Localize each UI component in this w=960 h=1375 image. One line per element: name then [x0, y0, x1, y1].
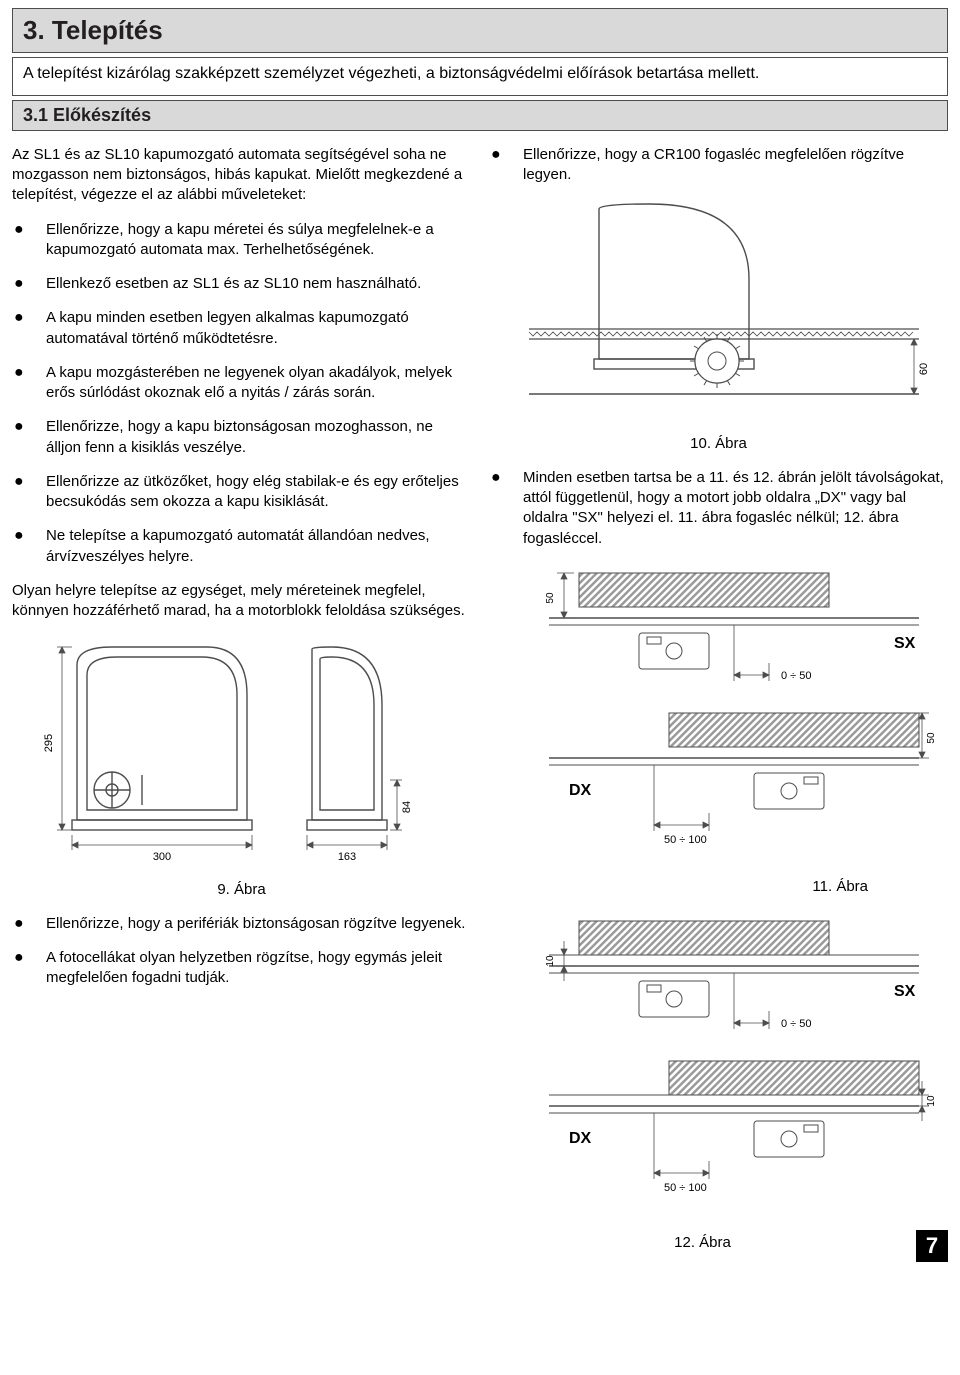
- bullet-3: ● A kapu minden esetben legyen alkalmas …: [12, 308, 471, 349]
- bullet-dot: ●: [489, 468, 523, 549]
- fig12-zero: 0 ÷ 50: [781, 1018, 812, 1030]
- left-p1: Az SL1 és az SL10 kapumozgató automata s…: [12, 145, 471, 206]
- right-column: ● Ellenőrizze, hogy a CR100 fogasléc meg…: [489, 145, 948, 1262]
- figure-10: 60: [489, 199, 948, 425]
- sx-label: SX: [894, 635, 916, 652]
- bullet-dot: ●: [12, 526, 46, 567]
- bullet-dot: ●: [12, 274, 46, 294]
- bullet-text: Ellenkező esetben az SL1 és az SL10 nem …: [46, 274, 471, 294]
- fig12-bottom: 50 ÷ 100: [664, 1182, 707, 1194]
- bullet-dot: ●: [12, 914, 46, 934]
- fig10-label: 10. Ábra: [489, 434, 948, 454]
- sx-label-2: SX: [894, 983, 916, 1000]
- bullet-dot: ●: [12, 220, 46, 261]
- bullet-text: Ellenőrizze, hogy a perifériák biztonság…: [46, 914, 471, 934]
- bullet-text: A kapu minden esetben legyen alkalmas ka…: [46, 308, 471, 349]
- fig11-zero: 0 ÷ 50: [781, 670, 812, 682]
- bullet-text: A fotocellákat olyan helyzetben rögzítse…: [46, 948, 471, 989]
- bullet-r1: ● Ellenőrizze, hogy a CR100 fogasléc meg…: [489, 145, 948, 186]
- fig9-side-h: 84: [401, 801, 413, 813]
- section-header: 3. Telepítés: [12, 8, 948, 53]
- fig9-side-w: 163: [337, 851, 355, 863]
- fig12-dim10a: 10: [545, 955, 556, 967]
- bullet-text: Ellenőrizze az ütközőket, hogy elég stab…: [46, 472, 471, 513]
- bullet-dot: ●: [12, 417, 46, 458]
- left-column: Az SL1 és az SL10 kapumozgató automata s…: [12, 145, 471, 1262]
- bullet-dot: ●: [489, 145, 523, 186]
- bullet-7: ● Ne telepítse a kapumozgató automatát á…: [12, 526, 471, 567]
- fig12-dim10b: 10: [926, 1095, 937, 1107]
- left-p2: Olyan helyre telepítse az egységet, mely…: [12, 581, 471, 622]
- bullet-8: ● Ellenőrizze, hogy a perifériák biztons…: [12, 914, 471, 934]
- dx-label-2: DX: [569, 1130, 592, 1147]
- figure-11: SX 50: [489, 563, 948, 869]
- fig11-dim50b: 50: [926, 732, 937, 744]
- fig10-dim: 60: [918, 363, 930, 375]
- page-number: 7: [916, 1230, 948, 1262]
- fig11-dim50a: 50: [545, 592, 556, 604]
- fig9-label: 9. Ábra: [12, 880, 471, 900]
- content-columns: Az SL1 és az SL10 kapumozgató automata s…: [12, 145, 948, 1262]
- fig9-height: 295: [43, 734, 55, 752]
- bullet-text: Ellenőrizze, hogy a kapu biztonságosan m…: [46, 417, 471, 458]
- fig12-label: 12. Ábra: [489, 1233, 916, 1253]
- bullet-5: ● Ellenőrizze, hogy a kapu biztonságosan…: [12, 417, 471, 458]
- bullet-dot: ●: [12, 948, 46, 989]
- sub-header: 3.1 Előkészítés: [12, 100, 948, 131]
- bullet-9: ● A fotocellákat olyan helyzetben rögzít…: [12, 948, 471, 989]
- fig9-width: 300: [152, 851, 170, 863]
- fig11-bottom: 50 ÷ 100: [664, 834, 707, 846]
- bullet-1: ● Ellenőrizze, hogy a kapu méretei és sú…: [12, 220, 471, 261]
- fig11-label: 11. Ábra: [489, 877, 948, 897]
- bullet-text: Minden esetben tartsa be a 11. és 12. áb…: [523, 468, 948, 549]
- dx-label: DX: [569, 782, 592, 799]
- bullet-text: Ellenőrizze, hogy a CR100 fogasléc megfe…: [523, 145, 948, 186]
- bullet-dot: ●: [12, 363, 46, 404]
- intro-box: A telepítést kizárólag szakképzett szemé…: [12, 57, 948, 96]
- bullet-text: A kapu mozgásterében ne legyenek olyan a…: [46, 363, 471, 404]
- bullet-dot: ●: [12, 308, 46, 349]
- bullet-text: Ellenőrizze, hogy a kapu méretei és súly…: [46, 220, 471, 261]
- bullet-6: ● Ellenőrizze az ütközőket, hogy elég st…: [12, 472, 471, 513]
- bullet-text: Ne telepítse a kapumozgató automatát áll…: [46, 526, 471, 567]
- bullet-2: ● Ellenkező esetben az SL1 és az SL10 ne…: [12, 274, 471, 294]
- figure-12: SX 10: [489, 911, 948, 1217]
- bullet-dot: ●: [12, 472, 46, 513]
- bullet-r2: ● Minden esetben tartsa be a 11. és 12. …: [489, 468, 948, 549]
- figure-9: 295 300: [12, 635, 471, 871]
- bullet-4: ● A kapu mozgásterében ne legyenek olyan…: [12, 363, 471, 404]
